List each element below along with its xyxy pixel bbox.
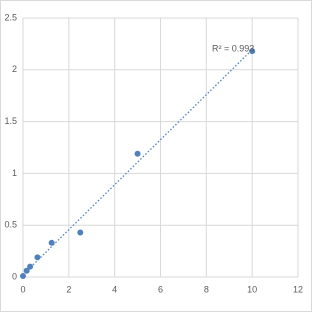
point: [77, 229, 84, 236]
x-tick-label: 12: [293, 284, 303, 294]
x-tick-label: 2: [66, 284, 71, 294]
y-tick-label: 0: [12, 271, 17, 281]
point: [134, 150, 141, 157]
chart: 0 0.5 1 1.5 2 2.5 0 2 4 6 8 10 12 R² = 0.993: [0, 0, 312, 312]
chart-border: [0, 0, 312, 312]
y-tick-label: 2.5: [4, 12, 17, 22]
x-tick-label: 6: [158, 284, 163, 294]
annotation: R² = 0.993: [212, 43, 254, 53]
point: [48, 239, 55, 246]
point: [23, 267, 30, 274]
point: [34, 254, 41, 261]
y-tick-label: 2: [12, 64, 17, 74]
point: [249, 48, 256, 55]
point: [27, 263, 34, 270]
trendline: [22, 49, 253, 276]
x-tick-label: 0: [20, 284, 25, 294]
y-tick-label: 1: [12, 168, 17, 178]
x-tick-label: 8: [204, 284, 209, 294]
point: [20, 272, 26, 279]
y-tick-label: 0.5: [4, 220, 17, 230]
y-tick-label: 1.5: [4, 116, 17, 126]
x-tick-label: 4: [112, 284, 117, 294]
x-tick-label: 10: [247, 284, 257, 294]
